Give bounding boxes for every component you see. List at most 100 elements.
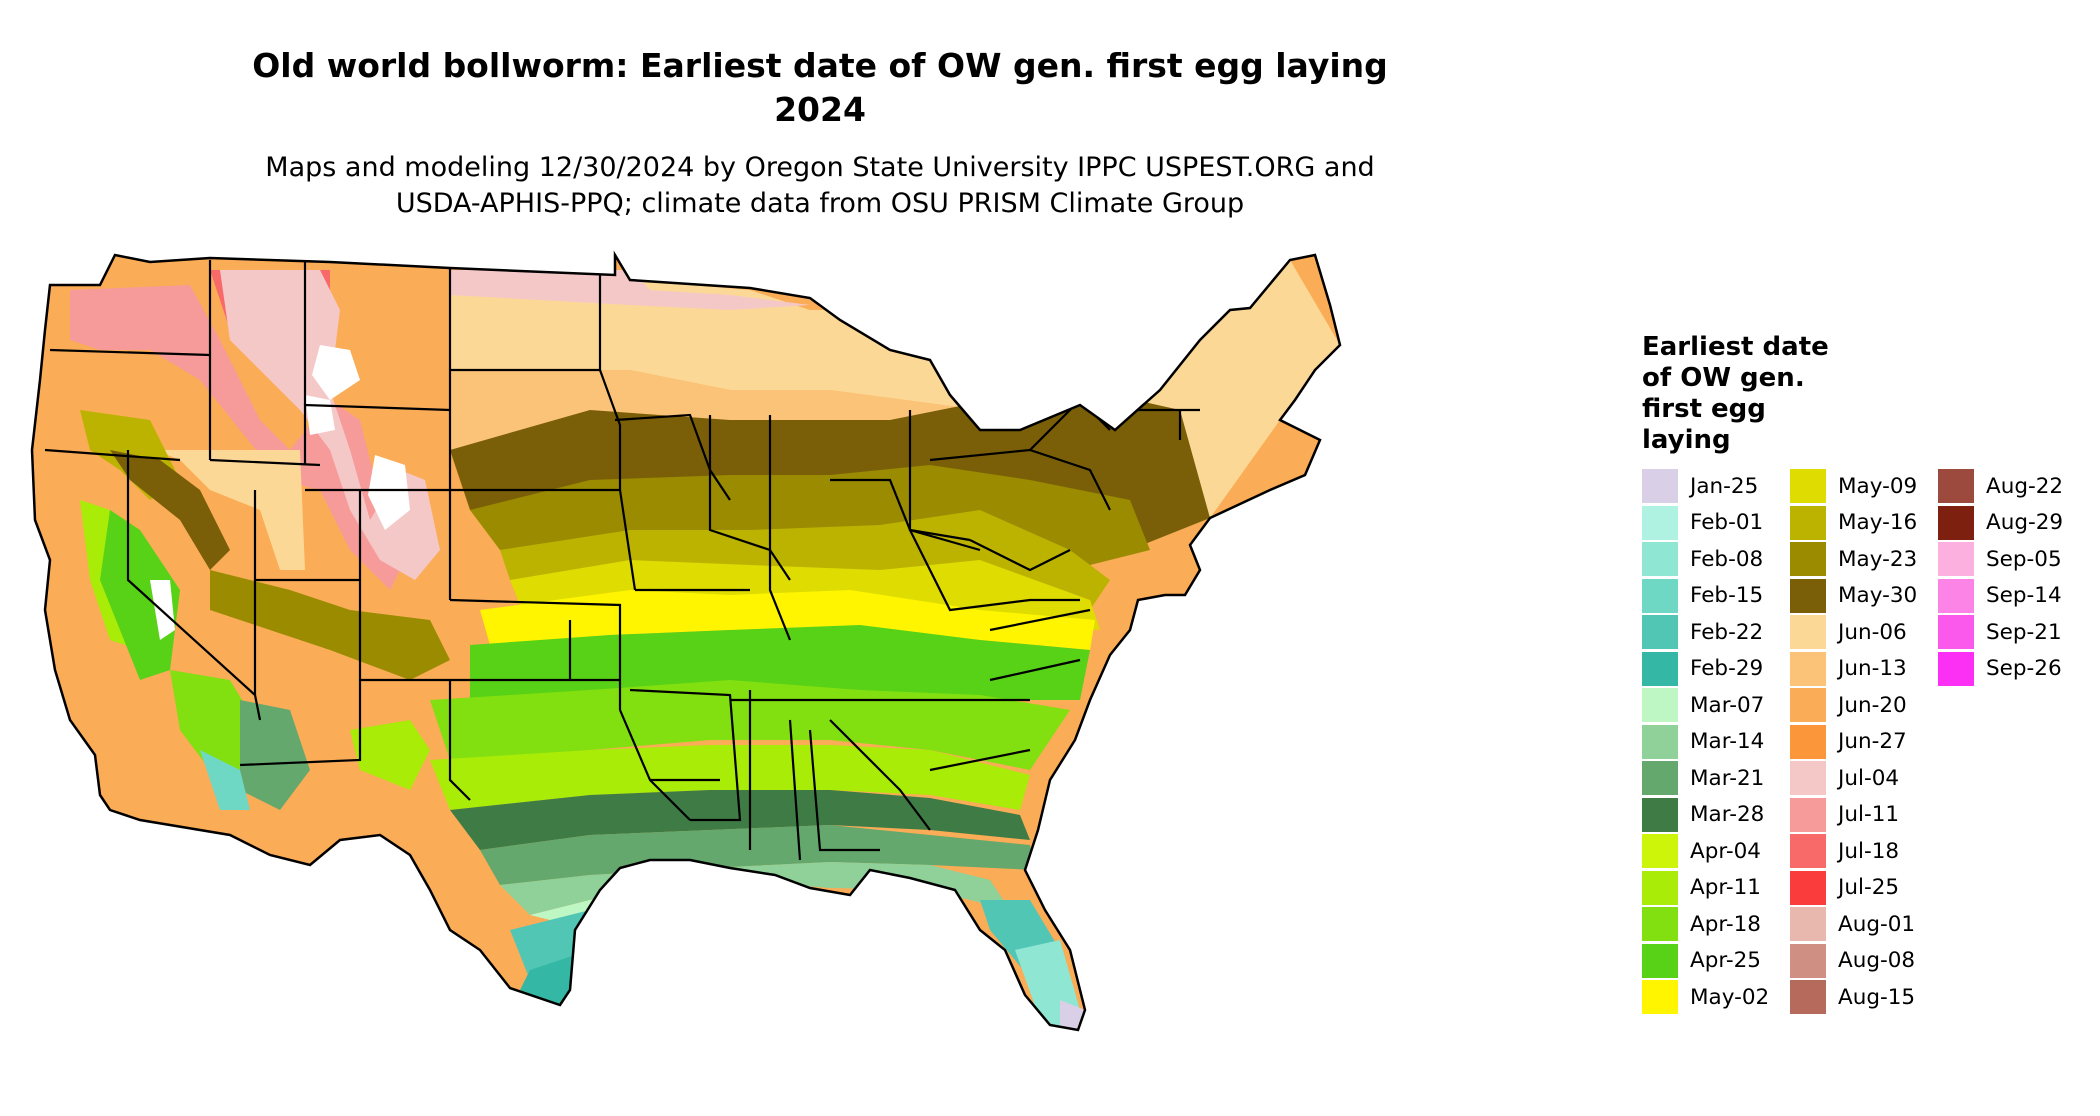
legend-swatch	[1642, 943, 1678, 978]
legend-swatch	[1938, 578, 1974, 613]
legend-swatch	[1642, 834, 1678, 869]
map-subtitle: Maps and modeling 12/30/2024 by Oregon S…	[80, 150, 1560, 222]
legend-item: Apr-11	[1642, 870, 1769, 907]
legend-swatch	[1938, 651, 1974, 686]
legend-swatch	[1642, 761, 1678, 796]
legend-swatch	[1790, 943, 1826, 978]
legend-swatch	[1642, 797, 1678, 832]
us-map	[30, 253, 1342, 1032]
legend-item: Jun-20	[1790, 687, 1917, 724]
legend-item: May-16	[1790, 505, 1917, 542]
legend-item: May-23	[1790, 541, 1917, 578]
legend-swatch	[1642, 907, 1678, 942]
legend-swatch	[1642, 724, 1678, 759]
legend-item: May-02	[1642, 979, 1769, 1016]
legend-label: Aug-22	[1986, 473, 2064, 499]
legend-swatch	[1790, 542, 1826, 577]
legend-title-line: first egg	[1642, 394, 1766, 424]
legend-label: Mar-21	[1690, 765, 1765, 791]
legend-item: Apr-25	[1642, 943, 1769, 980]
legend-swatch	[1790, 505, 1826, 540]
legend-item: Jun-06	[1790, 614, 1917, 651]
legend-item: Jul-25	[1790, 870, 1917, 907]
legend-label: Aug-29	[1986, 510, 2064, 536]
legend-item: Mar-07	[1642, 687, 1769, 724]
legend-item: Apr-04	[1642, 833, 1769, 870]
legend-label: Feb-22	[1690, 619, 1764, 645]
legend-item: Aug-22	[1938, 468, 2063, 505]
legend-label: Aug-08	[1838, 948, 1916, 974]
legend-column: Jan-25 Feb-01 Feb-08 Feb-15 Feb-22 Feb-29 Mar-…	[1642, 468, 1769, 1016]
legend-swatch	[1642, 542, 1678, 577]
legend-label: Apr-25	[1690, 948, 1761, 974]
title-line-2: 2024	[774, 90, 866, 129]
legend-label: Feb-15	[1690, 583, 1764, 609]
legend-item: May-30	[1790, 578, 1917, 615]
map-title: Old world bollworm: Earliest date of OW …	[80, 44, 1560, 132]
legend-label: Jul-11	[1838, 802, 1900, 828]
legend-item: Sep-14	[1938, 578, 2063, 615]
legend-label: Mar-14	[1690, 729, 1765, 755]
legend-item: Mar-14	[1642, 724, 1769, 761]
legend-item: Sep-26	[1938, 651, 2063, 688]
legend-swatch	[1790, 724, 1826, 759]
legend-item: Jul-04	[1790, 760, 1917, 797]
legend-swatch	[1642, 505, 1678, 540]
legend-item: Sep-21	[1938, 614, 2063, 651]
legend-title-line: of OW gen.	[1642, 363, 1805, 393]
legend-label: May-02	[1690, 984, 1770, 1010]
legend-label: Jun-27	[1838, 729, 1907, 755]
legend-item: Feb-08	[1642, 541, 1769, 578]
legend-label: Mar-28	[1690, 802, 1765, 828]
legend-title-line: Earliest date	[1642, 332, 1829, 362]
legend-label: Apr-11	[1690, 875, 1761, 901]
legend-swatch	[1938, 505, 1974, 540]
legend-label: Sep-21	[1986, 619, 2062, 645]
legend-label: May-23	[1838, 546, 1918, 572]
legend-swatch	[1790, 615, 1826, 650]
legend-swatch	[1642, 615, 1678, 650]
legend-swatch	[1790, 651, 1826, 686]
legend-item: Aug-29	[1938, 505, 2063, 542]
legend-label: Mar-07	[1690, 692, 1765, 718]
subtitle-line-1: Maps and modeling 12/30/2024 by Oregon S…	[265, 152, 1375, 183]
legend-title-line: laying	[1642, 425, 1731, 455]
legend-label: Aug-15	[1838, 984, 1916, 1010]
legend-swatch	[1790, 578, 1826, 613]
title-line-1: Old world bollworm: Earliest date of OW …	[252, 46, 1388, 85]
legend-column: Aug-22 Aug-29 Sep-05 Sep-14 Sep-21 Sep-26	[1938, 468, 2063, 687]
legend-swatch	[1790, 907, 1826, 942]
legend-item: Mar-21	[1642, 760, 1769, 797]
legend-item: Mar-28	[1642, 797, 1769, 834]
legend-swatch	[1642, 469, 1678, 504]
legend-label: Jun-13	[1838, 656, 1907, 682]
legend-label: Jul-25	[1838, 875, 1900, 901]
legend-item: Jun-27	[1790, 724, 1917, 761]
legend-label: Apr-18	[1690, 911, 1761, 937]
legend-swatch	[1938, 469, 1974, 504]
legend-item: Feb-15	[1642, 578, 1769, 615]
legend-item: Apr-18	[1642, 906, 1769, 943]
legend-item: Jul-11	[1790, 797, 1917, 834]
legend-swatch	[1642, 870, 1678, 905]
legend-label: Jun-06	[1838, 619, 1907, 645]
legend-label: Feb-29	[1690, 656, 1764, 682]
legend-label: Sep-05	[1986, 546, 2062, 572]
legend-label: Jul-04	[1838, 765, 1900, 791]
legend-label: Sep-14	[1986, 583, 2062, 609]
legend-item: Jan-25	[1642, 468, 1769, 505]
legend-label: May-09	[1838, 473, 1918, 499]
legend-item: Feb-22	[1642, 614, 1769, 651]
legend-item: May-09	[1790, 468, 1917, 505]
legend-title: Earliest date of OW gen. first egg layin…	[1642, 332, 1882, 456]
legend-item: Jun-13	[1790, 651, 1917, 688]
legend-label: May-30	[1838, 583, 1918, 609]
legend-swatch	[1790, 469, 1826, 504]
legend-item: Sep-05	[1938, 541, 2063, 578]
subtitle-line-2: USDA-APHIS-PPQ; climate data from OSU PR…	[395, 188, 1245, 219]
legend-swatch	[1642, 980, 1678, 1015]
legend-swatch	[1642, 578, 1678, 613]
legend-label: May-16	[1838, 510, 1918, 536]
legend-item: Jul-18	[1790, 833, 1917, 870]
legend-item: Aug-01	[1790, 906, 1917, 943]
